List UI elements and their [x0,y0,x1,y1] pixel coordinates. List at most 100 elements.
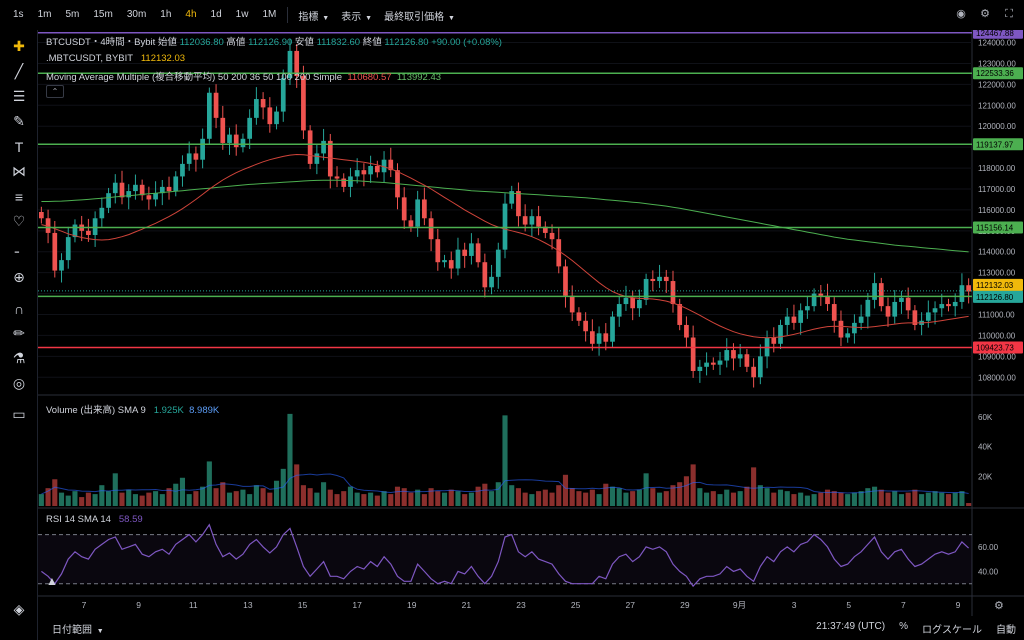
volume-name: Volume (出来高) SMA 9 [46,405,146,416]
volume-bar [341,491,347,506]
candle-body [240,138,246,148]
timeframe-1d[interactable]: 1d [210,9,222,20]
timeframe-30m[interactable]: 30m [126,9,147,20]
axis-settings-icon[interactable]: ⚙ [994,599,1004,612]
percent-button[interactable]: % [899,620,908,632]
menu-0[interactable]: 指標 ▼ [292,8,335,23]
timeframe-1m[interactable]: 1m [37,9,52,20]
candle-body [872,283,877,300]
candle-body [549,232,555,240]
auto-scale-button[interactable]: 自動 [996,624,1016,636]
price-level-badge [973,67,1023,80]
price-tick-label: 122000.00 [978,80,1016,89]
ruler-icon[interactable]: ╴ [14,244,24,260]
volume-bar [724,489,730,506]
collapse-legend-button[interactable]: ⌃ [46,85,64,98]
timeframe-1h[interactable]: 1h [160,9,172,20]
eye-icon[interactable]: ◎ [12,375,26,391]
candle-body [724,350,730,361]
volume-bar [307,488,313,506]
volume-bar [643,473,649,506]
volume-bar [475,486,481,506]
candle-body [374,165,380,173]
volume-bar [966,503,972,506]
volume-bar [791,494,797,506]
volume-tick-label: 20K [978,472,993,481]
menu-2[interactable]: 最終取引価格 ▼ [378,8,461,23]
volume-bar [710,491,716,506]
price-level-badge [973,138,1023,151]
ma-legend: Moving Average Multiple (複合移動平均) 50 200 … [46,69,441,83]
volume-bar [462,494,468,506]
volume-bar [287,413,293,506]
current-price-label: 112132.03 [976,281,1014,290]
price-level-badge [973,221,1023,234]
candle-body [704,362,709,367]
price-chart[interactable]: 108000.00109000.00110000.00111000.001120… [38,30,1024,616]
volume-bar [361,494,367,506]
lock-drawing-icon[interactable]: ✏ [13,325,25,341]
candle-body [838,320,844,338]
volume-bar [347,486,354,506]
timeframe-1s[interactable]: 1s [13,9,24,20]
top-right-tools: ◉ ⚙ ⛶ [954,7,1016,21]
pattern-icon[interactable]: ⋈ [12,163,26,179]
timeframe-4h[interactable]: 4h [185,9,197,20]
price-tick-label: 120000.00 [978,122,1016,131]
volume-bar [139,495,145,506]
ma-50-line [41,153,969,339]
candle-body [959,285,965,302]
trend-line-icon[interactable]: ╱ [14,63,24,79]
horizontal-lines-icon[interactable]: ☰ [12,88,26,104]
zoom-icon[interactable]: ⊕ [13,269,25,285]
volume-bar [549,492,555,506]
lock-icon[interactable]: ⚗ [12,350,26,366]
candle-body [475,243,481,263]
candle-body [946,304,951,307]
text-icon[interactable]: T [14,138,24,155]
date-range-button[interactable]: 日付範囲 ▼ [52,624,104,636]
volume-bar [193,491,199,506]
candle-body [133,184,138,192]
log-scale-button[interactable]: ログスケール [922,624,982,636]
low-value: 111832.60 [316,37,361,48]
candle-body [415,199,420,227]
volume-bar [45,488,51,506]
crosshair-icon[interactable]: ✚ [13,38,25,54]
current-price-badge [973,290,1023,303]
x-axis-label: 7 [901,600,906,610]
volume-sma-line [41,473,969,495]
candle-body [637,299,642,309]
price-level-label: 119137.97 [976,140,1014,149]
candle-body [657,276,662,282]
magnet-icon[interactable]: ∩ [13,300,25,317]
volume-bar [153,491,159,506]
volume-bar [489,491,495,506]
forecast-icon[interactable]: ≡ [14,188,24,205]
volume-bar [804,495,810,506]
timeframe-1M[interactable]: 1M [262,9,277,20]
volume-bar [428,488,434,506]
favorite-icon[interactable]: ♡ [12,213,26,229]
volume-bar [220,482,226,506]
timeframe-5m[interactable]: 5m [65,9,80,20]
timeframe-15m[interactable]: 15m [93,9,113,20]
volume-bar [636,489,642,506]
volume-bar [173,483,179,506]
timeframe-1w[interactable]: 1w [235,9,249,20]
trash-icon[interactable]: ▭ [12,406,26,422]
tradingview-logo-icon[interactable]: ▲ [46,574,58,588]
volume-bar [623,492,629,506]
candle-body [39,212,44,219]
volume-bar [609,486,616,506]
menu-1[interactable]: 表示 ▼ [335,8,378,23]
candle-body [233,134,239,148]
rsi-line [41,523,970,588]
candle-body [556,239,562,267]
fullscreen-icon[interactable]: ⛶ [1005,8,1013,20]
brush-icon[interactable]: ✎ [13,113,25,129]
candle-body [737,354,743,359]
settings-icon[interactable]: ⚙ [980,8,990,20]
camera-icon[interactable]: ◉ [956,8,966,20]
layers-icon[interactable]: ◈ [13,601,25,617]
